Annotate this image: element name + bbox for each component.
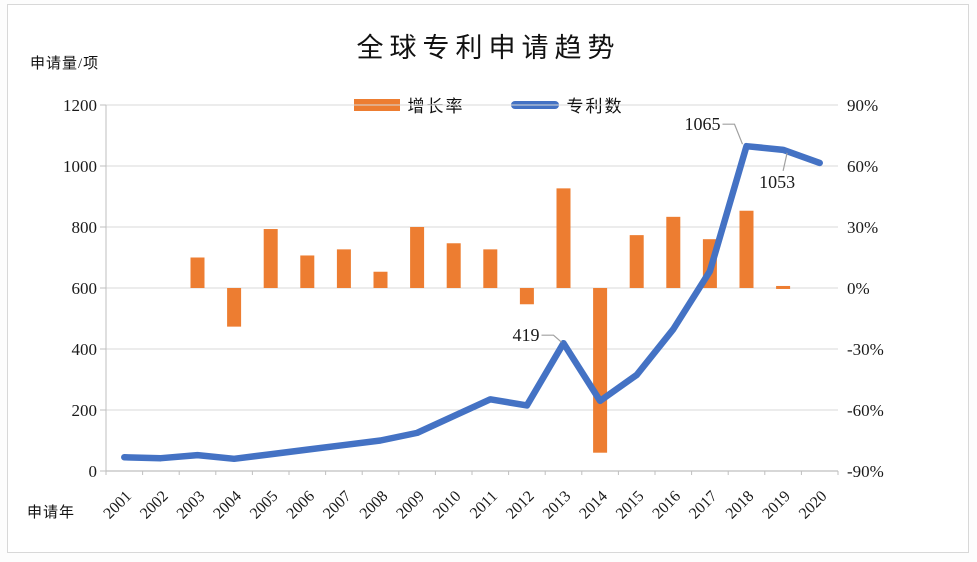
x-axis-tick-label: 2016: [649, 488, 684, 523]
x-axis-tick-label: 2007: [320, 488, 355, 523]
x-axis-tick-label: 2020: [796, 488, 831, 523]
right-axis-tick-label: -90%: [847, 462, 884, 481]
x-axis-tick-label: 2017: [686, 488, 721, 523]
growth-rate-bar-2011: [483, 249, 498, 288]
annotation-leader-line: [541, 334, 562, 343]
left-axis-tick-label: 200: [72, 401, 98, 420]
growth-rate-bar-2015: [629, 235, 644, 288]
data-label-2018: 1065: [685, 114, 721, 134]
left-axis-tick-label: 400: [72, 340, 98, 359]
right-axis-tick-label: 30%: [847, 218, 878, 237]
x-axis-tick-label: 2002: [137, 488, 172, 523]
chart-title: 全球专利申请趋势: [356, 33, 621, 63]
right-axis-tick-label: -30%: [847, 340, 884, 359]
x-axis-tick-label: 2013: [540, 488, 575, 523]
data-label-2019: 1053: [759, 172, 795, 192]
x-axis-tick-label: 2015: [613, 488, 648, 523]
annotation-leader-line: [722, 123, 744, 145]
x-axis-tick-label: 2009: [393, 488, 428, 523]
growth-rate-bar-2018: [739, 210, 754, 288]
annotation-leader-line: [782, 152, 788, 171]
x-axis-tick-label: 2005: [247, 488, 282, 523]
growth-rate-bar-2006: [300, 255, 315, 288]
growth-rate-bar-2009: [410, 227, 425, 288]
x-axis-title: 申请年: [27, 505, 76, 521]
growth-rate-bar-2013: [556, 188, 571, 288]
x-axis-tick-label: 2008: [357, 488, 392, 523]
right-axis-tick-label: 60%: [847, 157, 878, 176]
growth-rate-bar-2010: [446, 243, 461, 288]
growth-rate-bar-2004: [227, 288, 242, 327]
data-label-2013: 419: [513, 325, 540, 345]
growth-rate-bar-2014: [593, 288, 608, 453]
x-axis-tick-label: 2004: [210, 488, 245, 523]
x-axis-tick-label: 2019: [759, 488, 794, 523]
left-axis-tick-label: 800: [72, 218, 98, 237]
left-axis-tick-label: 0: [89, 462, 98, 481]
patent-count-line: [121, 142, 823, 463]
growth-rate-bar-2005: [263, 229, 278, 288]
growth-rate-bar-2016: [666, 216, 681, 288]
growth-rate-bar-2007: [336, 249, 351, 288]
x-axis-tick-label: 2018: [723, 488, 758, 523]
growth-rate-bar-2012: [519, 288, 534, 305]
legend-label-patent-count: 专利数: [566, 97, 624, 116]
x-axis-tick-label: 2011: [467, 488, 501, 522]
left-axis-tick-label: 600: [72, 279, 98, 298]
left-axis-tick-label: 1200: [63, 96, 97, 115]
growth-rate-bar-2003: [190, 257, 205, 288]
left-axis-unit-label: 申请量/项: [30, 56, 100, 72]
x-axis-tick-label: 2014: [576, 488, 611, 523]
x-axis-tick-label: 2012: [503, 488, 538, 523]
x-axis-tick-label: 2001: [100, 488, 135, 523]
right-axis-tick-label: 90%: [847, 96, 878, 115]
x-axis-tick-label: 2010: [430, 488, 465, 523]
right-axis-tick-label: 0%: [847, 279, 870, 298]
left-axis-tick-label: 1000: [63, 157, 97, 176]
x-axis-tick-label: 2003: [174, 488, 209, 523]
x-axis-tick-label: 2006: [283, 488, 318, 523]
growth-rate-bar-2019: [776, 285, 791, 289]
growth-rate-bar-2008: [373, 271, 388, 288]
right-axis-tick-label: -60%: [847, 401, 884, 420]
legend-label-growth-rate: 增长率: [407, 97, 465, 116]
